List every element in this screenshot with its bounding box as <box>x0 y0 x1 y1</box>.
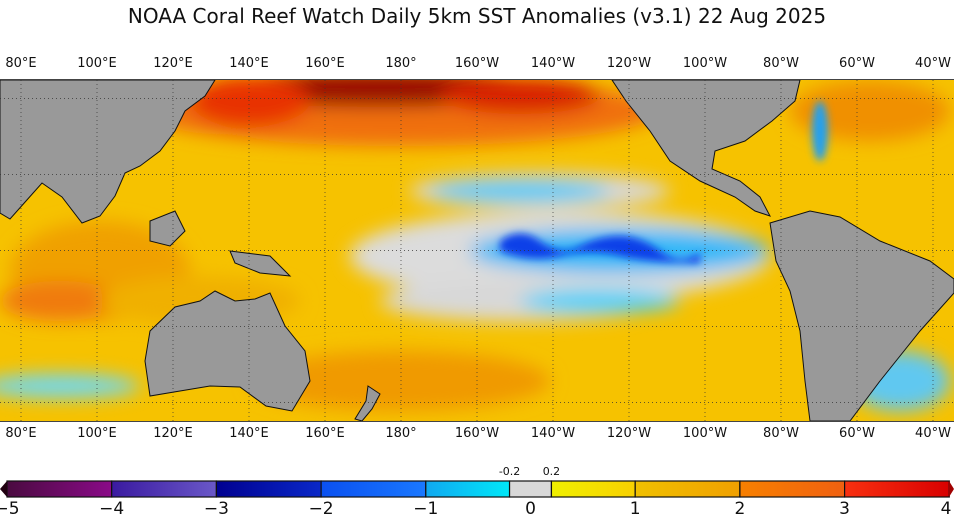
longitude-label: 160°E <box>305 426 345 441</box>
colorbar-tick-label: 4 <box>940 499 952 519</box>
colorbar-segment <box>508 480 553 498</box>
graticule <box>0 80 954 421</box>
sst-anomaly-map <box>0 79 954 422</box>
longitude-label: 160°W <box>454 426 500 441</box>
south-america <box>769 210 954 421</box>
longitude-label: 120°E <box>153 56 193 71</box>
colorbar-minor-label: 0.2 <box>542 465 561 478</box>
longitude-label: 100°E <box>77 56 117 71</box>
longitude-label: 180° <box>385 426 417 441</box>
colorbar-tick-label: 2 <box>734 499 746 519</box>
longitude-label: 100°W <box>682 56 728 71</box>
longitude-label: 80°E <box>5 426 37 441</box>
longitude-labels-top: 80°E 100°E 120°E 140°E 160°E 180° 160°W 140°W 12… <box>0 56 954 72</box>
longitude-label: 180° <box>385 56 417 71</box>
colorbar-tick-label: 0 <box>525 499 536 519</box>
colorbar-segment <box>111 480 217 498</box>
longitude-label: 60°W <box>839 56 875 71</box>
colorbar-scale <box>0 480 954 498</box>
colorbar-tick-label: 1 <box>629 499 641 519</box>
map-title: NOAA Coral Reef Watch Daily 5km SST Anom… <box>127 4 827 28</box>
colorbar: −5 −4 −3 −2 −1 0 1 2 3 4 -0.2 0.2 <box>0 465 954 525</box>
longitude-label: 140°W <box>530 426 576 441</box>
colorbar-segment <box>550 480 636 498</box>
equatorial-cold-tongue <box>500 101 828 263</box>
longitude-label: 140°E <box>229 426 269 441</box>
longitude-label: 120°W <box>606 426 652 441</box>
longitude-label: 120°E <box>153 426 193 441</box>
australia <box>144 290 311 412</box>
north-america <box>611 80 801 217</box>
colorbar-low-extension <box>0 481 7 497</box>
colorbar-minor-label: -0.2 <box>498 465 521 478</box>
longitude-label: 40°W <box>915 426 951 441</box>
asia-landmass <box>0 80 216 224</box>
colorbar-tick-label: −4 <box>99 499 125 519</box>
colorbar-tick-label: −5 <box>0 499 20 519</box>
longitude-label: 100°W <box>682 426 728 441</box>
longitude-labels-bottom: 80°E 100°E 120°E 140°E 160°E 180° 160°W 140°W 12… <box>0 426 954 442</box>
colorbar-tick-label: −2 <box>308 499 334 519</box>
colorbar-segment <box>6 480 113 498</box>
longitude-label: 80°W <box>763 426 799 441</box>
longitude-label: 60°W <box>839 426 875 441</box>
longitude-label: 140°W <box>530 56 576 71</box>
longitude-label: 80°E <box>5 56 37 71</box>
colorbar-segment <box>739 480 846 498</box>
borneo <box>149 210 186 247</box>
longitude-label: 140°E <box>229 56 269 71</box>
longitude-label: 160°E <box>305 56 345 71</box>
longitude-label: 80°W <box>763 56 799 71</box>
colorbar-segment <box>215 480 322 498</box>
land <box>0 80 954 421</box>
colorbar-segment <box>634 480 741 498</box>
colorbar-segment <box>425 480 511 498</box>
new-guinea <box>229 250 292 277</box>
colorbar-tick-label: 3 <box>839 499 851 519</box>
longitude-label: 160°W <box>454 56 500 71</box>
longitude-label: 100°E <box>77 426 117 441</box>
colorbar-segment <box>843 480 950 498</box>
colorbar-high-extension <box>949 481 954 497</box>
colorbar-tick-label: −1 <box>413 499 439 519</box>
new-zealand <box>354 385 381 421</box>
longitude-label: 40°W <box>915 56 951 71</box>
longitude-label: 120°W <box>606 56 652 71</box>
colorbar-tick-label: −3 <box>203 499 229 519</box>
colorbar-segment <box>320 480 427 498</box>
